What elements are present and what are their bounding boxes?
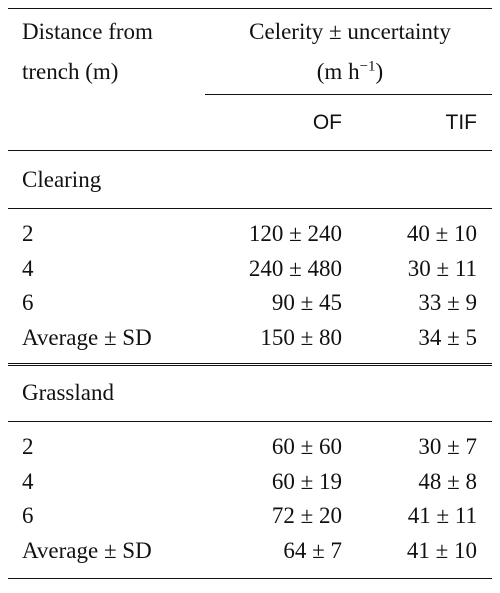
row-label: 6 bbox=[22, 503, 34, 529]
top-rule bbox=[8, 8, 492, 9]
row-label: Average ± SD bbox=[22, 325, 152, 351]
cell-of: 60 ± 19 bbox=[271, 468, 342, 494]
subheader: OF bbox=[312, 111, 342, 134]
cell-tif: 48 ± 8 bbox=[418, 468, 477, 494]
cell-tif: 33 ± 9 bbox=[418, 290, 477, 316]
section-rule bbox=[8, 150, 492, 151]
cell-tif: 34 ± 5 bbox=[418, 325, 477, 351]
cell-tif: 40 ± 10 bbox=[406, 221, 477, 246]
cell-tif: 41 ± 11 bbox=[407, 503, 477, 529]
row-label: 4 bbox=[22, 255, 34, 281]
row-label: 4 bbox=[22, 468, 34, 494]
cell-of: 240 ± 480 bbox=[248, 255, 342, 281]
header-cell: trench (m) bbox=[22, 59, 119, 84]
unit-exp: −1 bbox=[359, 58, 376, 75]
header-unit: (m h−1) bbox=[205, 57, 495, 87]
unit-base: (m h bbox=[316, 59, 360, 84]
section-rule bbox=[8, 208, 492, 209]
subheader: TIF bbox=[445, 111, 478, 134]
header-cell: Distance from bbox=[22, 19, 153, 44]
section-rule bbox=[8, 363, 492, 364]
row-label: 2 bbox=[22, 221, 34, 246]
cell-of: 150 ± 80 bbox=[260, 325, 342, 351]
section-title: Grassland bbox=[22, 380, 114, 405]
section-title: Clearing bbox=[22, 167, 102, 192]
section-end-rule bbox=[8, 578, 492, 579]
cell-of: 90 ± 45 bbox=[271, 290, 342, 316]
row-label: 6 bbox=[22, 290, 34, 316]
cell-of: 60 ± 60 bbox=[271, 434, 342, 459]
cell-of: 64 ± 7 bbox=[283, 538, 342, 564]
section-rule bbox=[8, 421, 492, 422]
cell-of: 120 ± 240 bbox=[248, 221, 342, 246]
cell-tif: 30 ± 11 bbox=[407, 255, 477, 281]
cell-tif: 30 ± 7 bbox=[418, 434, 477, 459]
row-label: 2 bbox=[22, 434, 34, 459]
unit-close: ) bbox=[375, 59, 384, 84]
section-end-rule bbox=[8, 365, 492, 366]
cell-tif: 41 ± 10 bbox=[406, 538, 477, 564]
cell-of: 72 ± 20 bbox=[271, 503, 342, 529]
row-label: Average ± SD bbox=[22, 538, 152, 564]
header-cell: Celerity ± uncertainty bbox=[249, 19, 451, 44]
header-rule bbox=[205, 94, 492, 95]
